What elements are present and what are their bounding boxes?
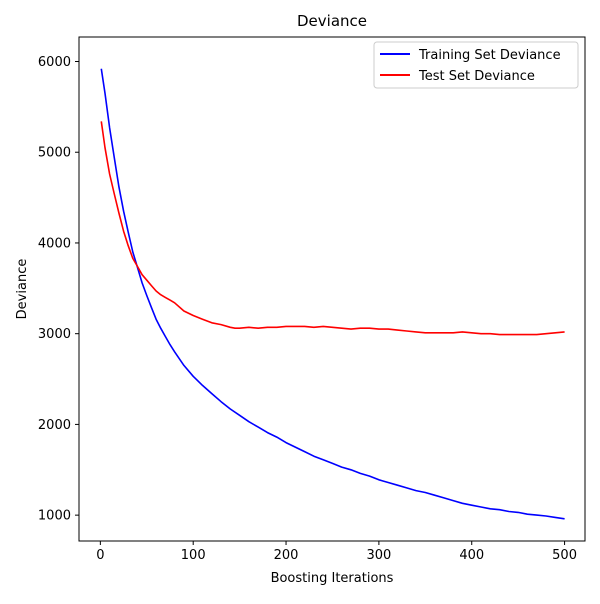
chart-title: Deviance [297,12,367,30]
legend-label-test: Test Set Deviance [418,69,535,84]
series-line-test [100,121,565,336]
series-line-training [100,68,565,520]
y-tick-label: 6000 [38,55,71,70]
y-axis-label: Deviance [15,259,30,320]
x-tick-label: 400 [459,548,484,563]
x-axis-label: Boosting Iterations [271,571,394,586]
x-axis: 0 100 200 300 400 500 [96,541,577,563]
y-axis: 1000 2000 3000 4000 5000 6000 [38,55,79,524]
x-tick-label: 300 [366,548,391,563]
y-tick-label: 1000 [38,509,71,524]
x-tick-label: 200 [274,548,299,563]
y-tick-label: 5000 [38,146,71,161]
plot-frame [78,36,586,542]
legend: Training Set Deviance Test Set Deviance [373,41,579,89]
y-tick-label: 3000 [38,327,71,342]
legend-label-training: Training Set Deviance [418,48,561,63]
x-tick-label: 100 [181,548,206,563]
y-tick-label: 4000 [38,236,71,251]
legend-box [373,41,579,89]
x-tick-label: 0 [96,548,104,563]
x-tick-label: 500 [552,548,577,563]
series-layer [100,68,565,520]
y-tick-label: 2000 [38,418,71,433]
